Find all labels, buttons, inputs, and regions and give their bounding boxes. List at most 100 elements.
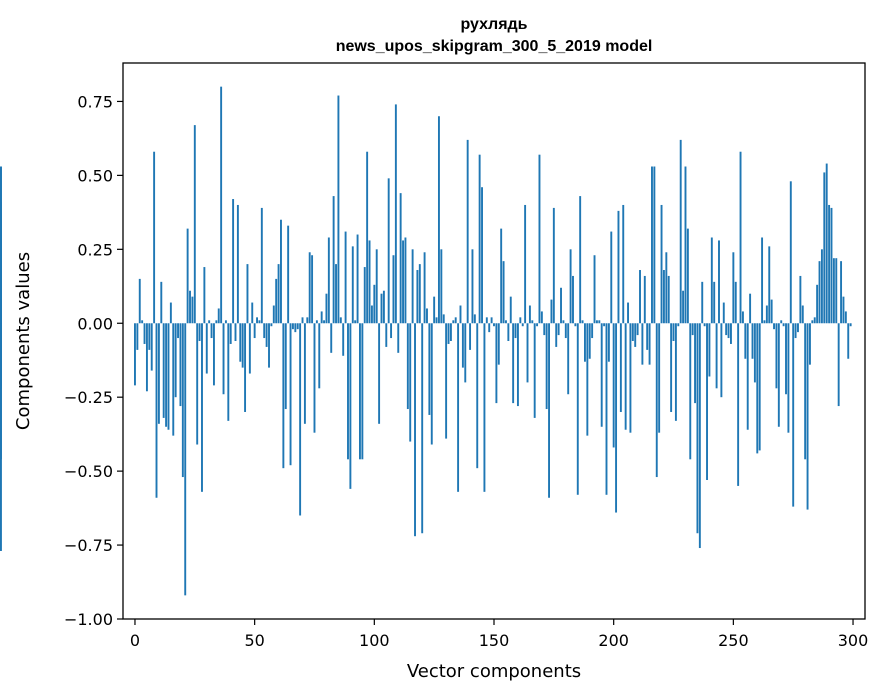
bar bbox=[567, 323, 570, 395]
bar bbox=[0, 166, 2, 324]
bar bbox=[572, 275, 574, 324]
bar bbox=[808, 323, 811, 365]
bar bbox=[576, 323, 579, 495]
bar bbox=[574, 323, 577, 327]
y-axis-label: Components values bbox=[13, 252, 34, 430]
bar bbox=[136, 323, 139, 350]
bar bbox=[291, 323, 294, 330]
bar bbox=[830, 207, 833, 324]
bar bbox=[220, 86, 223, 324]
bar bbox=[437, 116, 440, 324]
bar bbox=[265, 323, 268, 347]
bar bbox=[703, 323, 706, 327]
bar bbox=[433, 296, 436, 324]
chart-title-line-1: рухлядь bbox=[460, 16, 527, 33]
bar bbox=[263, 323, 266, 339]
bar bbox=[234, 323, 237, 341]
bar bbox=[201, 323, 203, 492]
bar bbox=[727, 323, 730, 339]
bar bbox=[277, 264, 280, 324]
bar bbox=[368, 240, 371, 324]
bar bbox=[150, 323, 153, 371]
bar bbox=[804, 323, 807, 460]
bar bbox=[524, 204, 527, 324]
bar bbox=[459, 305, 462, 324]
bar bbox=[428, 323, 431, 415]
bar bbox=[141, 320, 144, 324]
bar bbox=[196, 323, 199, 445]
bar bbox=[179, 323, 182, 407]
bar bbox=[588, 323, 591, 359]
bar bbox=[370, 305, 373, 324]
bar-series bbox=[0, 86, 852, 596]
bar bbox=[280, 219, 282, 324]
bar bbox=[562, 320, 565, 324]
bar bbox=[593, 255, 596, 324]
bar bbox=[569, 249, 572, 324]
bar bbox=[445, 323, 448, 439]
bar bbox=[751, 323, 754, 359]
bar bbox=[208, 320, 211, 324]
bar bbox=[648, 323, 651, 365]
bar bbox=[239, 323, 242, 362]
bar bbox=[813, 317, 816, 324]
bar bbox=[303, 323, 306, 424]
bar bbox=[134, 323, 136, 386]
bar bbox=[308, 252, 311, 324]
bar bbox=[629, 323, 632, 433]
bar bbox=[610, 231, 613, 324]
x-tick-label: 50 bbox=[244, 631, 264, 650]
bar bbox=[435, 317, 438, 324]
bar bbox=[744, 323, 747, 359]
bar bbox=[177, 323, 179, 339]
y-tick-label: 0.75 bbox=[77, 92, 113, 111]
bar bbox=[332, 196, 335, 324]
bar bbox=[679, 139, 682, 324]
bar bbox=[725, 323, 728, 336]
bar bbox=[794, 323, 797, 339]
bar bbox=[327, 237, 330, 324]
bar bbox=[564, 323, 567, 339]
bar bbox=[339, 317, 342, 324]
bar bbox=[521, 323, 524, 327]
bar bbox=[509, 296, 512, 324]
bar bbox=[406, 323, 409, 410]
bar bbox=[670, 323, 673, 412]
bar bbox=[466, 139, 469, 324]
y-tick-label: −0.50 bbox=[64, 462, 113, 481]
bar bbox=[394, 104, 397, 324]
bar bbox=[315, 320, 318, 324]
bar bbox=[347, 323, 349, 460]
x-axis: 0 50 100 150 200 250 300 bbox=[130, 619, 868, 650]
bar bbox=[414, 323, 416, 537]
bar bbox=[722, 302, 725, 324]
bar bbox=[272, 305, 275, 324]
y-tick-label: 0.25 bbox=[77, 240, 113, 259]
bar bbox=[160, 281, 163, 324]
bar bbox=[782, 323, 785, 327]
y-tick-label: −0.75 bbox=[64, 536, 113, 555]
bar bbox=[390, 323, 393, 339]
bar bbox=[418, 264, 421, 324]
bar bbox=[789, 181, 792, 324]
bar bbox=[143, 323, 146, 344]
bar bbox=[560, 287, 562, 324]
bar bbox=[682, 290, 685, 324]
bar bbox=[440, 249, 443, 324]
bar bbox=[720, 323, 723, 398]
bar bbox=[777, 323, 780, 427]
bar bbox=[631, 323, 634, 341]
bar bbox=[349, 323, 352, 489]
bar bbox=[548, 323, 550, 498]
bar bbox=[624, 323, 627, 430]
bar bbox=[359, 323, 361, 460]
bar bbox=[344, 231, 347, 324]
bar bbox=[691, 323, 694, 336]
bar bbox=[189, 290, 191, 324]
bar bbox=[540, 311, 543, 324]
bar bbox=[378, 323, 381, 424]
bar bbox=[732, 252, 735, 324]
bar bbox=[708, 323, 711, 377]
bar bbox=[490, 317, 493, 324]
x-tick-label: 0 bbox=[130, 631, 140, 650]
